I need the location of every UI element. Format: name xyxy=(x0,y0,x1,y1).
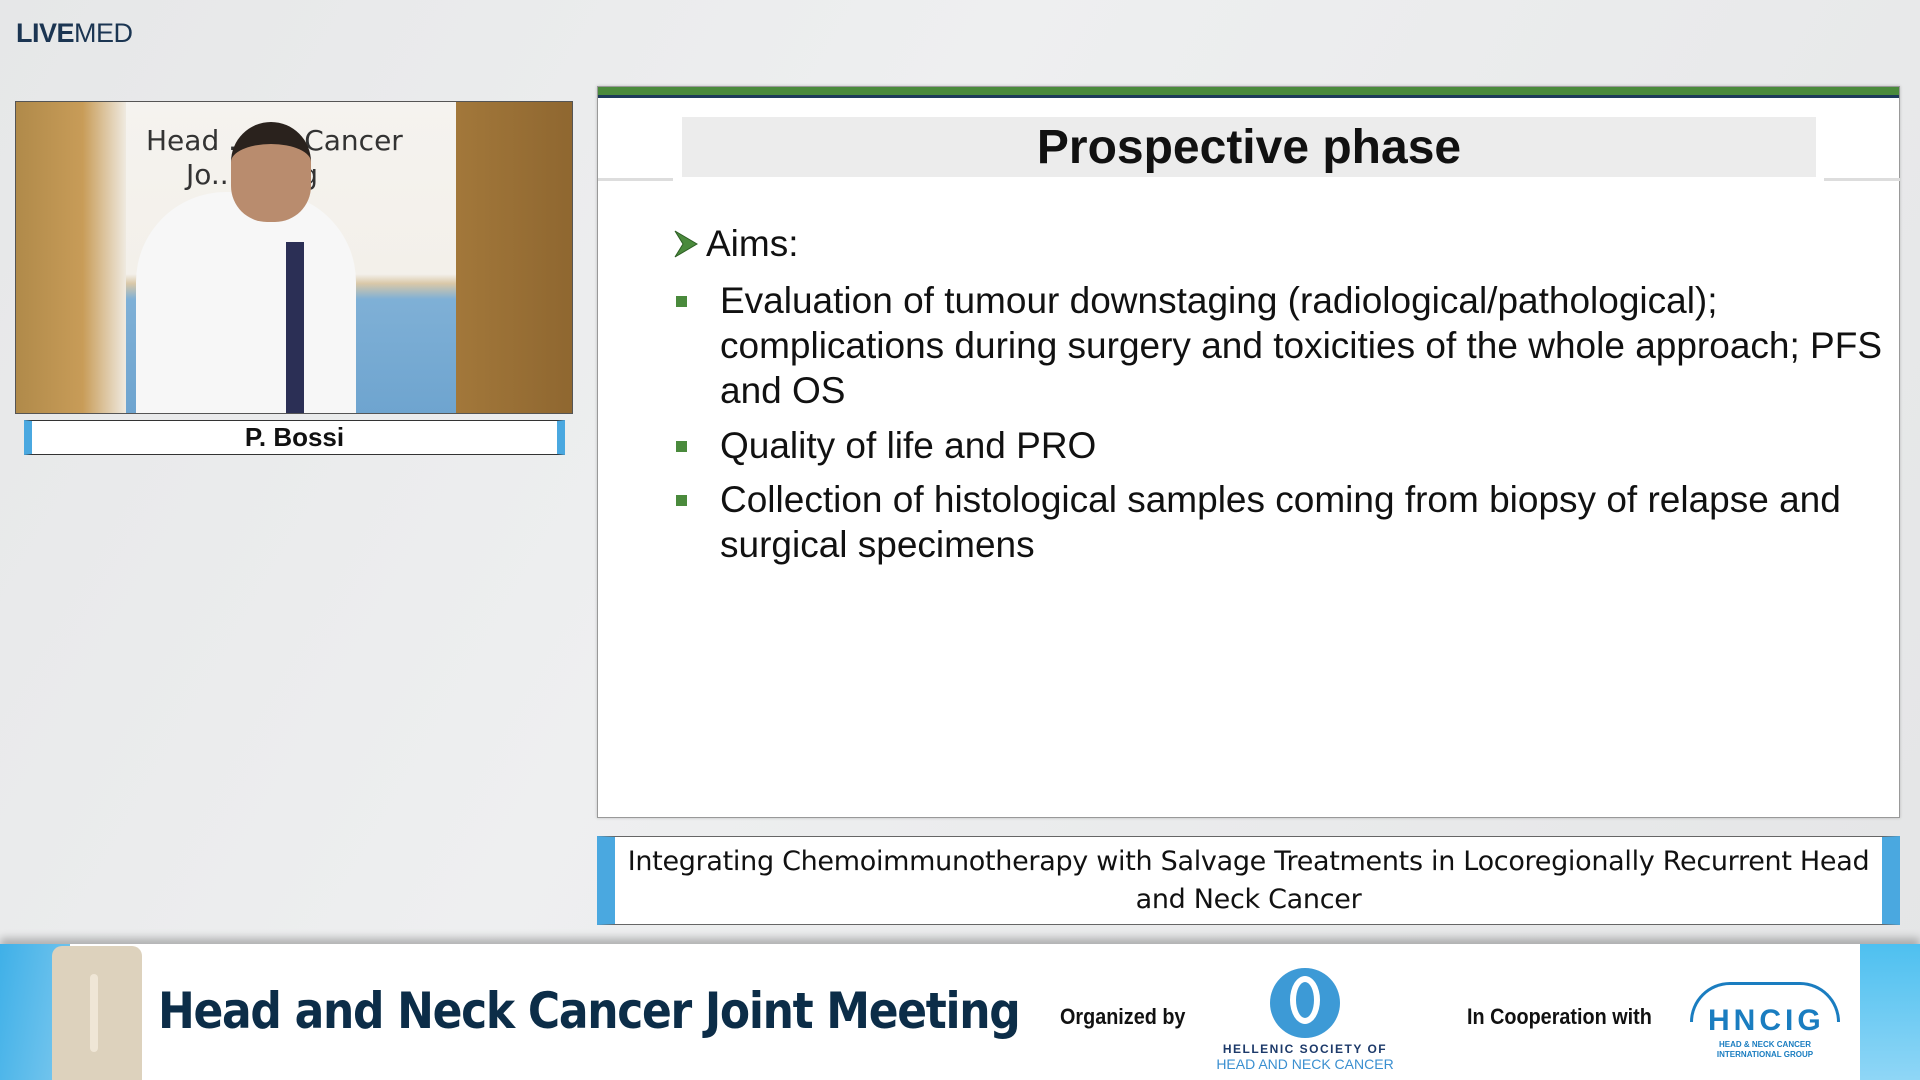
logo-bold: LIVE xyxy=(16,18,75,48)
bullet-item: Evaluation of tumour downstaging (radiol… xyxy=(720,280,1882,411)
footer-accent-right xyxy=(1860,944,1920,1080)
event-title: Head and Neck Cancer Joint Meeting xyxy=(158,982,1021,1040)
bullet-item: Collection of histological samples comin… xyxy=(720,479,1841,565)
hncig-logo: HNCIG xyxy=(1708,1004,1825,1037)
hncig-full-name: HEAD & NECK CANCER INTERNATIONAL GROUP xyxy=(1716,1040,1814,1059)
arrow-bullet-icon xyxy=(674,230,698,258)
aims-heading: Aims: xyxy=(674,223,799,265)
slide-title: Prospective phase xyxy=(682,117,1816,177)
speaker-head xyxy=(231,122,311,222)
speaker-name: P. Bossi xyxy=(24,420,565,455)
bullet-item: Quality of life and PRO xyxy=(720,425,1097,466)
livemed-logo: LIVEMED xyxy=(16,18,133,49)
logo-light: MED xyxy=(74,18,133,48)
title-rule-right xyxy=(1824,178,1900,181)
title-rule-left xyxy=(598,178,673,181)
slide-top-bar xyxy=(598,87,1899,98)
cooperation-label: In Cooperation with xyxy=(1467,1004,1652,1029)
statue-nose xyxy=(90,974,98,1052)
ribbon-loop-icon xyxy=(1290,976,1320,1024)
speaker-tie xyxy=(286,242,304,413)
presentation-slide: Prospective phase Aims: Evaluation of tu… xyxy=(597,86,1900,818)
organizer-name-line2: HEAD AND NECK CANCER xyxy=(1216,1056,1394,1072)
square-bullet-icon xyxy=(676,441,687,452)
square-bullet-icon xyxy=(676,296,687,307)
event-footer: Head and Neck Cancer Joint Meeting Organ… xyxy=(0,944,1920,1080)
organized-by-label: Organized by xyxy=(1060,1004,1186,1029)
organizer-name-line1: HELLENIC SOCIETY OF xyxy=(1222,1042,1388,1056)
square-bullet-icon xyxy=(676,495,687,506)
speaker-figure xyxy=(136,192,356,413)
talk-title-caption: Integrating Chemoimmunotherapy with Salv… xyxy=(597,836,1900,925)
aims-label: Aims: xyxy=(706,223,799,264)
